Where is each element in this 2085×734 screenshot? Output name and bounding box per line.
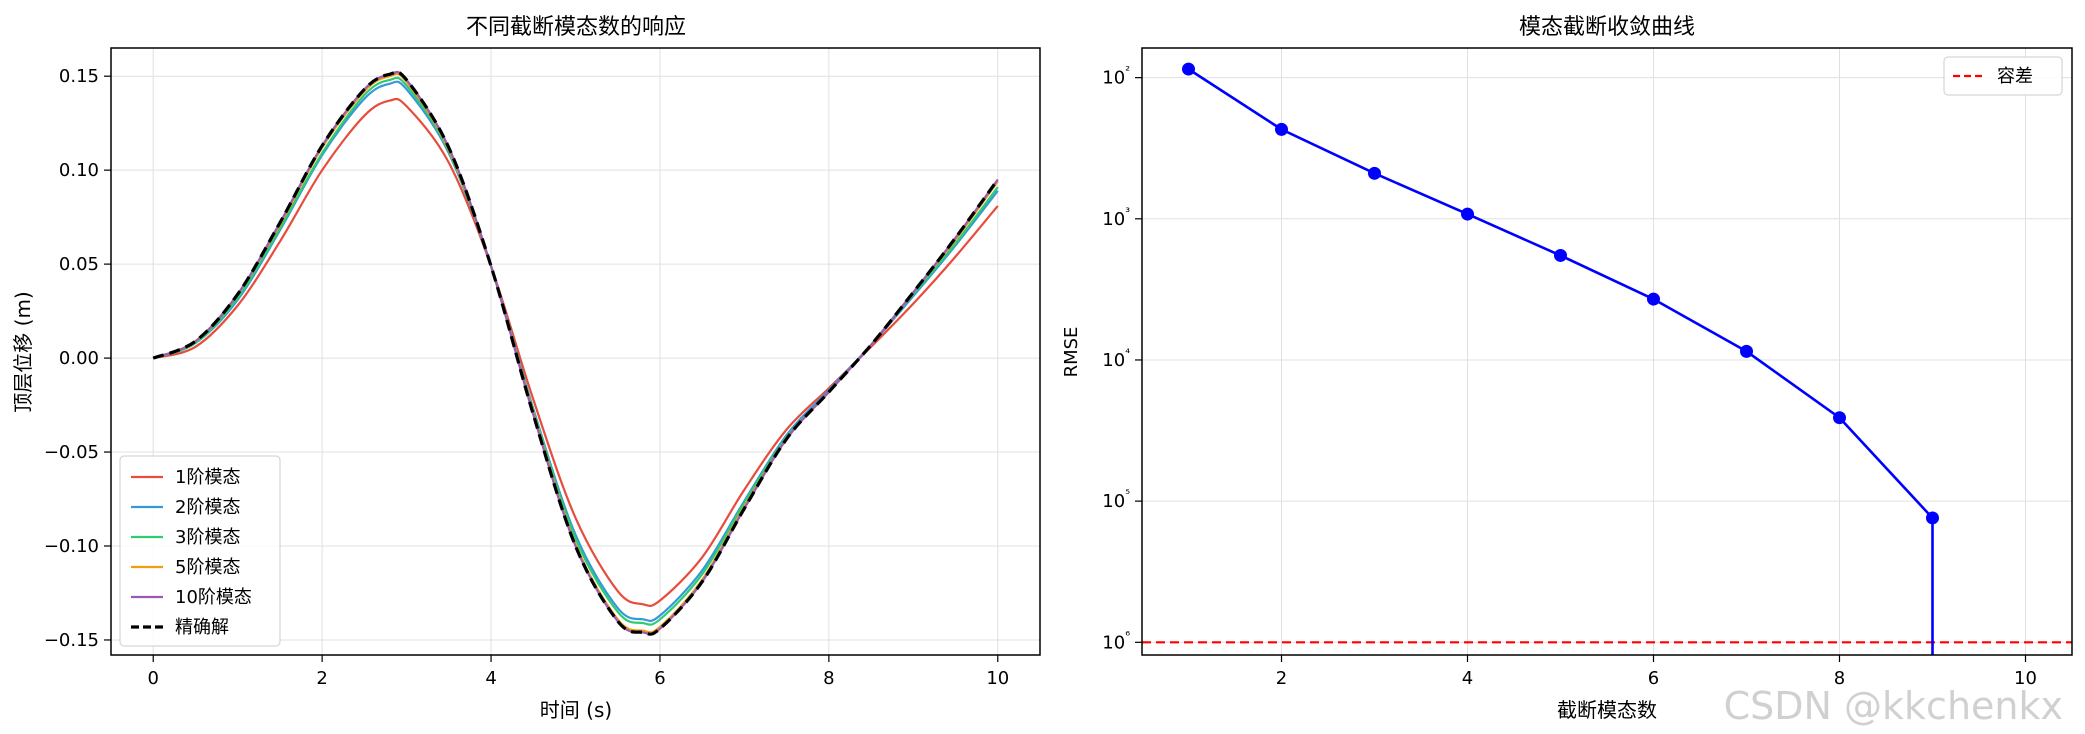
right-y-tick-base: 10 xyxy=(1102,350,1125,371)
left-axes-frame xyxy=(110,47,1041,656)
watermark: CSDN @kkchenkx xyxy=(1723,684,2063,728)
left-legend-label: 3阶模态 xyxy=(175,527,240,548)
left-legend-label: 5阶模态 xyxy=(175,557,240,578)
left-series-lines xyxy=(152,70,1000,636)
rmse-point xyxy=(1554,248,1567,262)
right-x-tick-label: 4 xyxy=(1462,668,1473,689)
right-y-tick-exp: ⁶ xyxy=(1125,628,1130,642)
right-y-axis-label: RMSE xyxy=(1061,327,1082,378)
rmse-point xyxy=(1461,207,1474,221)
rmse-point xyxy=(1182,62,1195,76)
right-axes-frame xyxy=(1141,47,2073,656)
left-y-tick-label: −0.10 xyxy=(44,536,99,557)
rmse-point xyxy=(1740,344,1753,358)
right-x-axis-label: 截断模态数 xyxy=(1557,698,1657,722)
left-legend-label: 2阶模态 xyxy=(175,497,240,518)
left-chart-title: 不同截断模态数的响应 xyxy=(466,15,686,40)
right-y-tick-label: 10⁵ xyxy=(1102,487,1130,512)
left-y-tick-label: 0.05 xyxy=(59,254,99,275)
right-legend-box xyxy=(1943,56,2063,96)
rmse-line xyxy=(1187,68,1934,655)
right-legend-label: 容差 xyxy=(1997,66,2033,87)
left-series-line xyxy=(152,70,1000,636)
right-y-tick-base: 10 xyxy=(1102,491,1125,512)
right-grid xyxy=(1142,48,2072,655)
right-x-tick-label: 8 xyxy=(1834,668,1845,689)
response-chart: 不同截断模态数的响应 0 2 4 6 8 10 −0.15 −0.10 −0.05 0.00 0.0… xyxy=(11,15,1041,722)
right-x-tick-label: 2 xyxy=(1276,668,1287,689)
left-x-tick-label: 2 xyxy=(316,668,327,689)
right-y-tick-exp: ² xyxy=(1125,64,1130,78)
right-y-tick-exp: ⁴ xyxy=(1125,346,1130,360)
right-y-tick-base: 10 xyxy=(1102,632,1125,653)
left-x-tick-label: 10 xyxy=(986,668,1009,689)
left-x-tick-label: 6 xyxy=(654,668,665,689)
right-plot-area xyxy=(1142,62,2072,655)
right-y-tick-exp: ⁵ xyxy=(1125,487,1130,501)
right-y-tick-label: 10² xyxy=(1102,64,1130,89)
left-y-tick-label: −0.15 xyxy=(44,630,99,651)
right-y-tick-exp: ³ xyxy=(1125,205,1130,219)
rmse-point xyxy=(1275,122,1288,136)
right-y-tick-base: 10 xyxy=(1102,209,1125,230)
rmse-point xyxy=(1926,511,1939,525)
right-x-tick-label: 6 xyxy=(1648,668,1659,689)
left-y-tick-label: 0.10 xyxy=(59,160,99,181)
rmse-point xyxy=(1368,166,1381,180)
left-y-axis-label: 顶层位移 (m) xyxy=(11,291,35,412)
left-legend-label: 精确解 xyxy=(175,617,229,638)
right-y-tick-label: 10³ xyxy=(1102,205,1130,230)
rmse-point xyxy=(1833,411,1846,425)
right-x-tick-label: 10 xyxy=(2014,668,2037,689)
right-series-lines xyxy=(1142,62,2072,655)
right-legend: 容差 xyxy=(1943,56,2063,96)
left-x-tick-label: 0 xyxy=(148,668,159,689)
left-ticks: 0 2 4 6 8 10 −0.15 −0.10 −0.05 0.00 0.05 0.10 0.15 xyxy=(44,66,1009,689)
left-y-tick-label: 0.15 xyxy=(59,66,99,87)
left-legend-label: 1阶模态 xyxy=(175,467,240,488)
rmse-point xyxy=(1647,292,1660,306)
right-y-tick-base: 10 xyxy=(1102,68,1125,89)
left-legend-label: 10阶模态 xyxy=(175,587,252,608)
left-y-tick-label: −0.05 xyxy=(44,442,99,463)
right-y-tick-label: 10⁶ xyxy=(1102,628,1130,653)
right-y-tick-label: 10⁴ xyxy=(1102,346,1130,371)
left-x-axis-label: 时间 (s) xyxy=(540,698,612,722)
left-legend-box xyxy=(119,455,281,647)
left-series-line xyxy=(152,97,999,607)
left-y-tick-label: 0.00 xyxy=(59,348,99,369)
left-x-tick-label: 8 xyxy=(823,668,834,689)
left-x-tick-label: 4 xyxy=(485,668,496,689)
right-chart-title: 模态截断收敛曲线 xyxy=(1519,15,1695,40)
